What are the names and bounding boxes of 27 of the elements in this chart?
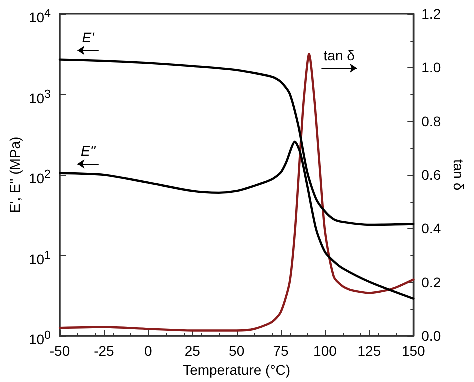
y2-tick-label: 1.0 (422, 60, 442, 76)
y2-axis-title: tan δ (451, 159, 467, 191)
x-tick-label: 25 (184, 343, 201, 360)
y2-tick-label: 0.6 (422, 167, 442, 184)
series-label: E'' (80, 143, 97, 160)
x-tick-label: 100 (314, 343, 338, 360)
y-tick-label: 10$^{1}$ (28, 248, 51, 268)
x-tick-label: -50 (50, 343, 70, 360)
x-tick-label: -25 (94, 343, 115, 360)
y2-tick-label: 0.8 (422, 113, 442, 130)
y-tick-label: 10$^{2}$ (28, 167, 51, 188)
y-tick-label: 10$^{3}$ (28, 86, 51, 108)
x-tick-label: 50 (229, 343, 245, 360)
y2-tick-label: 0.0 (422, 328, 442, 344)
x-tick-label: 75 (273, 343, 290, 360)
x-tick-label: 0 (144, 343, 153, 360)
series-label: E' (82, 30, 96, 46)
x-tick-label: 150 (402, 343, 426, 360)
y-tick-label: 10$^{4}$ (28, 6, 51, 27)
x-tick-label: 125 (358, 343, 382, 360)
y2-tick-label: 1.2 (422, 6, 442, 22)
y-axis-title: E', E'' (MPa) (7, 136, 23, 214)
x-axis-title: Temperature (°C) (183, 362, 291, 378)
y-tick-label: 10$^{0}$ (28, 328, 51, 348)
y2-tick-label: 0.4 (422, 220, 442, 237)
series-label: tan δ (324, 47, 356, 64)
y2-tick-label: 0.2 (422, 274, 442, 290)
